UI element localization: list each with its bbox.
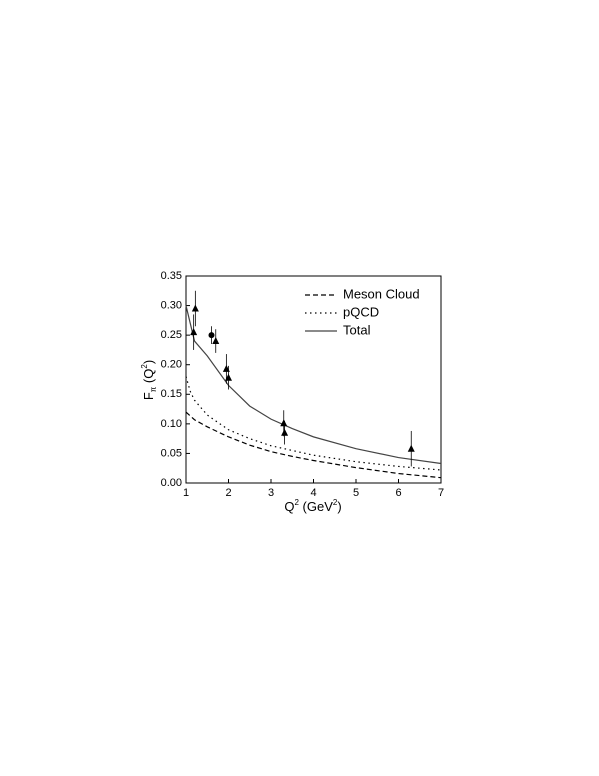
x-tick-label: 7 <box>438 487 444 499</box>
data-point <box>407 444 415 452</box>
y-label-sub: π <box>149 386 158 392</box>
x-label-part: ) <box>337 499 341 514</box>
y-tick-label: 0.00 <box>161 477 182 489</box>
data-point <box>190 328 198 336</box>
x-tick-label: 4 <box>310 487 316 499</box>
y-tick-label: 0.05 <box>161 447 182 459</box>
x-tick-label: 1 <box>183 487 189 499</box>
legend-label: Total <box>343 322 371 337</box>
data-point <box>208 332 215 339</box>
y-label-part: (Q <box>141 369 156 387</box>
y-label-sup: 2 <box>140 364 149 369</box>
x-label-part: Q <box>284 499 294 514</box>
legend-label: pQCD <box>343 304 379 319</box>
x-tick-label: 2 <box>225 487 231 499</box>
x-label-part: (GeV <box>299 499 333 514</box>
x-label-sup: 2 <box>294 498 299 507</box>
legend-label: Meson Cloud <box>343 286 420 301</box>
series-line <box>185 411 442 479</box>
y-tick-label: 0.25 <box>161 329 182 341</box>
data-point <box>280 419 288 427</box>
y-tick-label: 0.20 <box>161 359 182 371</box>
y-label-part: F <box>141 392 156 400</box>
y-tick-label: 0.15 <box>161 388 182 400</box>
x-axis-label: Q2 (GeV2) <box>284 498 341 514</box>
x-tick-label: 3 <box>268 487 274 499</box>
data-point <box>225 373 232 381</box>
x-tick-label: 5 <box>353 487 359 499</box>
data-point <box>281 428 289 436</box>
y-tick-label: 0.35 <box>161 270 182 282</box>
y-tick-label: 0.10 <box>161 418 182 430</box>
y-axis-label: Fπ (Q2) <box>140 360 158 400</box>
y-label-part: ) <box>141 360 156 364</box>
series-line <box>185 376 442 471</box>
x-label-sup: 2 <box>333 498 338 507</box>
y-tick-label: 0.30 <box>161 299 182 311</box>
series-line <box>185 305 442 465</box>
x-tick-label: 6 <box>395 487 401 499</box>
data-point <box>191 304 199 312</box>
data-point <box>212 337 220 345</box>
